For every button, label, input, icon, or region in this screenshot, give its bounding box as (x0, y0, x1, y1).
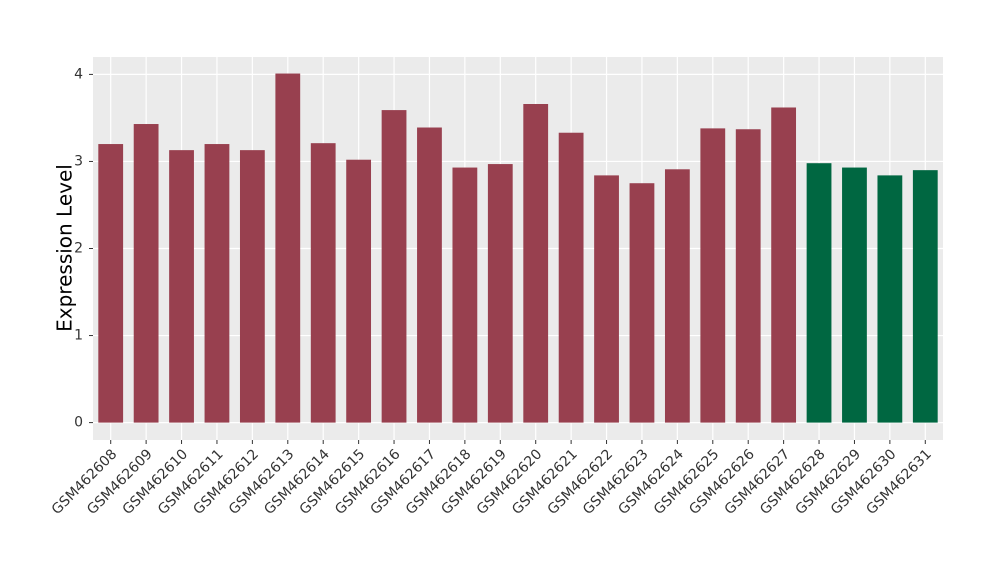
y-tick-label: 2 (74, 241, 83, 257)
bar (452, 167, 478, 423)
bar (487, 164, 513, 423)
bar (594, 175, 619, 423)
bar (275, 73, 301, 423)
bar (842, 167, 867, 423)
bar (239, 150, 265, 423)
bar (877, 175, 903, 423)
bar (735, 129, 761, 423)
bar (169, 150, 194, 423)
bar (664, 169, 690, 423)
y-tick-label: 1 (74, 328, 83, 344)
bar (806, 163, 832, 423)
bar (912, 170, 938, 423)
bar (204, 144, 230, 423)
bar (310, 143, 336, 423)
bar (558, 132, 584, 423)
bar (771, 107, 797, 423)
bar (417, 127, 442, 423)
bar (381, 110, 407, 423)
y-tick-label: 3 (74, 153, 83, 169)
y-axis-title: Expression Level (53, 164, 77, 332)
y-tick-label: 0 (74, 415, 83, 431)
y-tick-label: 4 (74, 66, 83, 82)
bar (133, 124, 159, 423)
bar (346, 159, 372, 423)
bar (98, 144, 124, 423)
bar (523, 104, 549, 423)
bar (700, 128, 726, 423)
bar (629, 183, 655, 423)
